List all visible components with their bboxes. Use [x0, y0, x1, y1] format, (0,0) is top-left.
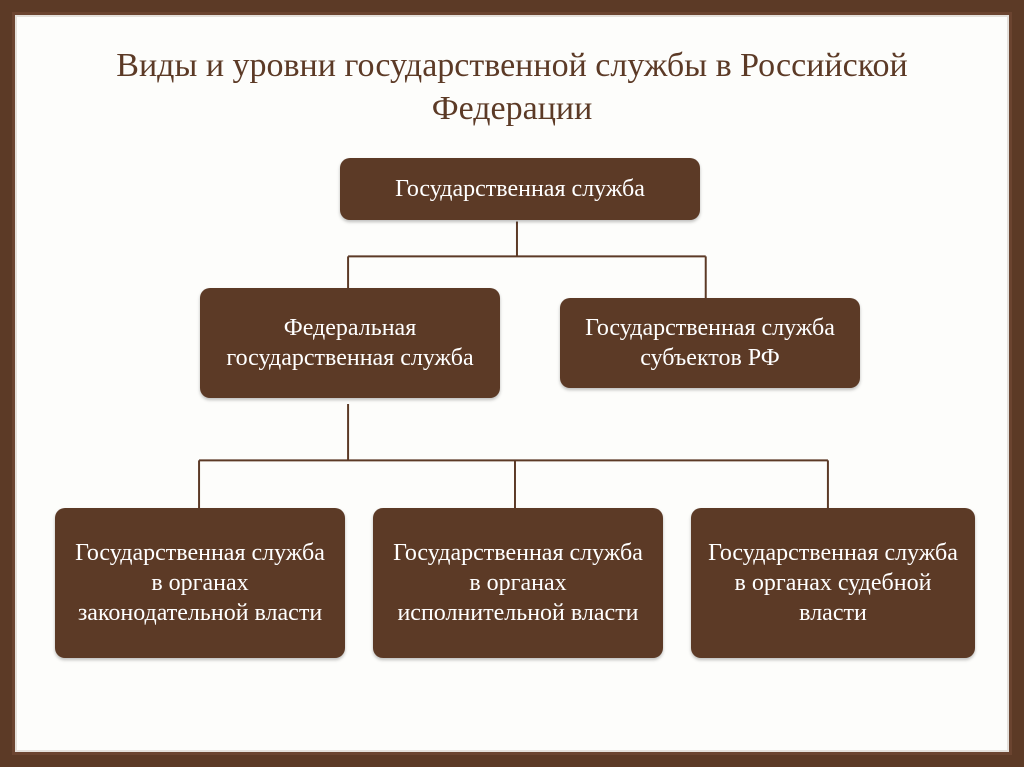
- slide-title: Виды и уровни государственной службы в Р…: [55, 45, 969, 130]
- node-subj: Государственная служба субъектов РФ: [560, 298, 860, 388]
- slide-frame: Виды и уровни государственной службы в Р…: [12, 12, 1012, 755]
- org-chart: Государственная служба Федеральная госуда…: [55, 158, 969, 732]
- node-jud: Государственная служба в органах судебно…: [691, 508, 975, 658]
- node-leg: Государственная служба в органах законод…: [55, 508, 345, 658]
- node-exec: Государственная служба в органах исполни…: [373, 508, 663, 658]
- node-fed: Федеральная государственная служба: [200, 288, 500, 398]
- node-root: Государственная служба: [340, 158, 700, 220]
